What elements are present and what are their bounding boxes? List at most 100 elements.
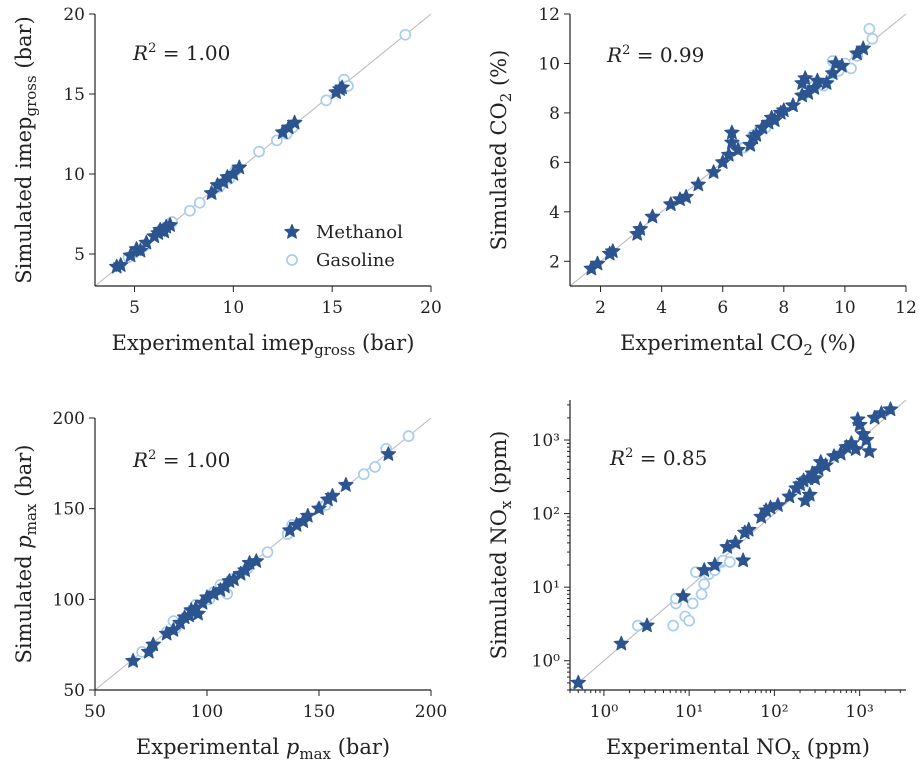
y-tick-label: 20 [63,5,85,25]
x-tick-label: 200 [415,702,447,722]
r2-superscript: 2 [625,446,633,461]
x-axis-label: Experimental imepgross (bar) [112,331,415,359]
r2-value: = 1.00 [156,448,230,472]
x-tick-label: 10 [834,298,856,318]
methanol-point [766,112,783,127]
gasoline-point [193,196,206,209]
x-tick-label: 2 [595,298,606,318]
methanol-point [735,552,751,568]
methanol-point [380,446,397,461]
gasoline-point [399,28,412,41]
y-tick-label: 10⁰ [532,652,561,672]
y-axis-label-subscript: max [22,503,40,535]
x-axis-label-unit: (bar) [331,735,390,759]
methanol-point [850,411,866,427]
y-axis-label-subscript: x [497,500,515,509]
methanol-point [248,553,264,568]
x-tick-label: 50 [84,702,106,722]
panel-pmax: 50 100 150 200 50 100 150 200 Experimental pmax … [12,409,447,763]
r2-symbol: R [132,448,148,472]
gasoline-point [698,578,711,590]
methanol-point [707,556,723,572]
y-axis-label-subscript: gross [22,75,40,116]
y-axis-label: Simulated imepgross (bar) [12,16,40,284]
legend-gasoline-marker [286,254,298,266]
methanol-point [690,176,706,192]
gasoline-point [723,556,736,568]
y-tick-label: 8 [549,104,560,124]
methanol-point [696,562,712,577]
methanol-point [705,164,722,179]
methanol-point [818,75,835,90]
methanol-point [203,185,220,200]
x-tick-label: 100 [191,702,223,722]
x-axis-label-text: Experimental [136,735,286,759]
y-tick-label: 10² [532,505,560,525]
x-tick-label: 6 [717,298,728,318]
x-axis-label-symbol: p [286,735,299,759]
y-axis-label: Simulated CO2 (%) [487,50,515,251]
x-axis-label: Experimental CO2 (%) [620,331,856,359]
methanol-point [797,492,813,508]
y-tick-label: 15 [63,85,85,105]
methanol-point [730,141,746,157]
methanol-point [190,605,206,621]
methanol-point [162,217,178,232]
y-axis-label-unit: (bar) [12,16,36,75]
r2-symbol: R [606,43,622,67]
gasoline-point [686,597,699,610]
x-axis-label: Experimental NOx (ppm) [606,735,870,763]
gasoline-point [863,22,876,35]
gasoline-point [631,619,644,632]
y-axis-label-subscript: 2 [497,93,515,103]
methanol-point [589,255,606,271]
gasoline-point [357,468,370,481]
y-axis-label-symbol: p [12,535,36,548]
methanol-point [882,401,899,417]
methanol-point [675,588,691,603]
y-tick-label: 200 [53,409,85,429]
x-tick-label: 150 [303,702,335,722]
methanol-point [724,124,740,140]
y-axis-label-unit: (bar) [12,445,36,504]
legend-methanol-label: Methanol [316,222,403,243]
x-tick-label: 10³ [845,702,873,722]
y-tick-label: 150 [53,500,85,520]
legend-gasoline-label: Gasoline [316,250,395,271]
y-tick-label: 12 [538,5,560,25]
methanol-point [570,674,586,690]
gasoline-point [667,619,680,632]
methanol-point [781,488,798,504]
methanol-point [770,497,786,512]
y-tick-label: 2 [549,252,560,272]
r2-symbol: R [132,41,148,65]
r2-superscript: 2 [148,448,156,463]
methanol-point [861,443,878,459]
x-axis-label-unit: (bar) [355,331,414,355]
gasoline-point [402,430,415,442]
gasoline-point [369,461,381,473]
gasoline-point [253,145,265,158]
methanol-point [858,431,875,447]
x-tick-label: 15 [321,298,343,318]
x-axis-label-text: Experimental CO [620,331,803,355]
y-axis-label-text: Simulated NO [487,509,511,659]
y-tick-label: 10¹ [532,578,560,598]
methanol-point [678,188,694,204]
gasoline-point [683,614,696,627]
gasoline-point [320,94,333,107]
y-tick-label: 10 [63,165,85,185]
gasoline-point [695,588,708,601]
gasoline-point [261,546,274,559]
r2-superscript: 2 [148,41,156,56]
x-axis-label-subscript: x [792,745,801,763]
gasoline-point [184,204,196,217]
x-tick-label: 20 [420,298,442,318]
r2-value: = 0.85 [633,446,707,470]
gasoline-point [845,62,857,75]
methanol-point [794,75,810,90]
methanol-point [132,242,149,258]
r2-symbol: R [609,446,625,470]
